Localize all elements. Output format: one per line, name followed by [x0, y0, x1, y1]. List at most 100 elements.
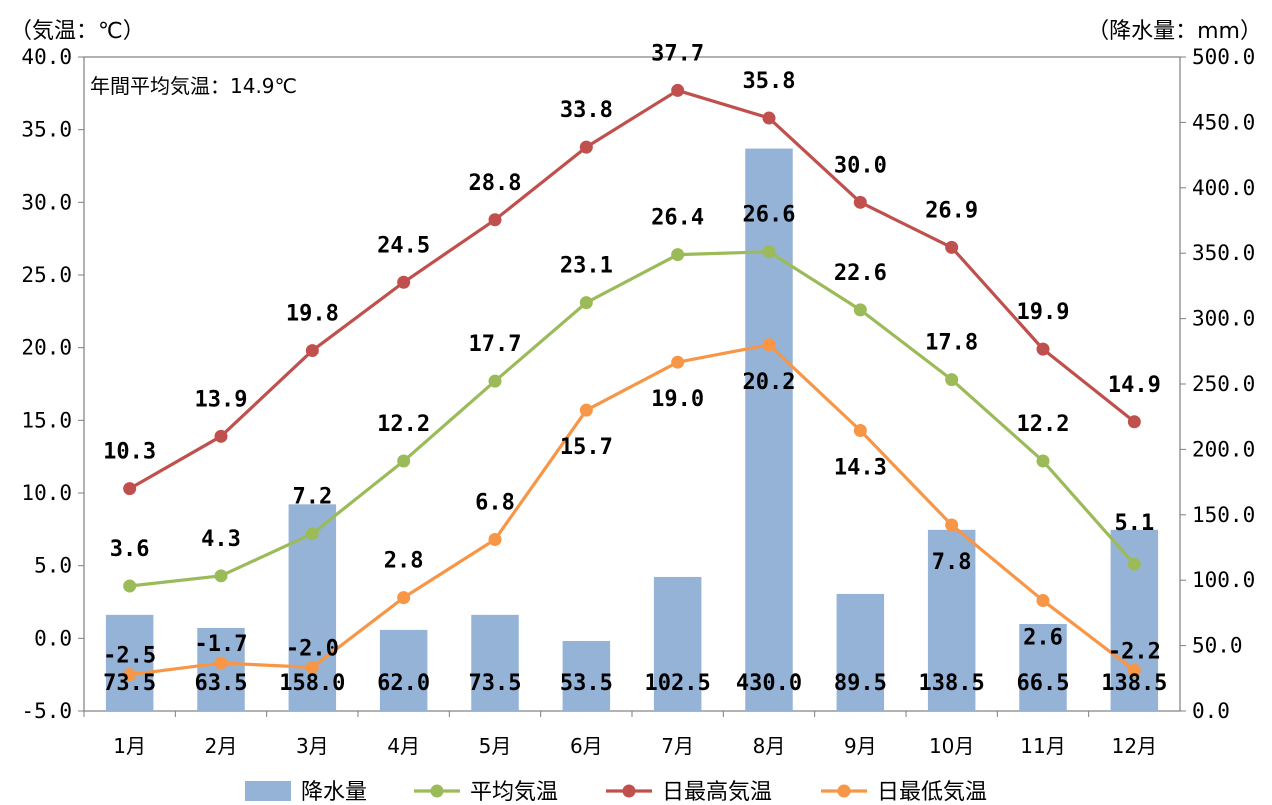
low-temp-data-label: 7.8	[932, 550, 972, 575]
high-temp-data-label: 28.8	[469, 171, 522, 196]
right-tick-label: 0.0	[1192, 699, 1230, 723]
right-tick-label: 200.0	[1192, 437, 1255, 461]
left-tick-label: 5.0	[34, 554, 72, 578]
right-tick-label: 150.0	[1192, 503, 1255, 527]
precip-data-label: 138.5	[1101, 671, 1167, 696]
avg-temp-point	[214, 569, 228, 583]
avg-temp-point	[305, 527, 319, 541]
avg-temp-data-label: 4.3	[201, 527, 241, 552]
low-temp-data-label: 6.8	[475, 491, 515, 516]
x-tick-label: 4月	[387, 734, 420, 758]
left-tick-label: 20.0	[21, 336, 72, 360]
low-temp-data-label: 2.8	[384, 549, 424, 574]
high-temp-point	[1036, 342, 1050, 356]
low-temp-data-label: 19.0	[651, 387, 704, 412]
avg-temp-data-label: 7.2	[292, 485, 332, 510]
low-temp-data-label: 2.6	[1023, 626, 1063, 651]
avg-temp-point	[488, 374, 502, 388]
high-temp-data-label: 13.9	[195, 387, 248, 412]
legend-swatch-marker	[430, 784, 444, 798]
avg-temp-point	[853, 303, 867, 317]
right-tick-label: 100.0	[1192, 568, 1255, 592]
legend-swatch-bar	[245, 781, 291, 801]
precip-bar	[562, 641, 611, 711]
low-temp-data-label: 15.7	[560, 435, 613, 460]
low-temp-point	[1127, 663, 1141, 677]
legend: 降水量 平均気温 日最高気温 日最低気温	[245, 780, 987, 805]
legend-entry-label: 平均気温	[470, 780, 558, 805]
avg-temp-point	[945, 373, 959, 387]
high-temp-data-label: 37.7	[651, 41, 704, 66]
low-temp-data-label: -1.7	[195, 632, 248, 657]
low-temp-line	[129, 343, 1136, 677]
legend-entry-label: 日最高気温	[662, 780, 772, 805]
high-temp-point	[214, 429, 228, 443]
right-axis-label: （降水量：mm）	[1087, 19, 1262, 44]
avg-temp-data-label: 23.1	[560, 254, 613, 279]
right-tick-label: 50.0	[1192, 634, 1243, 658]
avg-temp-point	[1127, 557, 1141, 571]
annual-average-note: 年間平均気温：14.9℃	[90, 74, 297, 98]
left-tick-label: 35.0	[21, 118, 72, 142]
high-temp-point	[123, 482, 137, 496]
plot-area: -5.0 0.0 5.0 10.0 15.0 20.0 25.0 30.0 35.0 40.0 0.…	[21, 41, 1255, 758]
precip-data-label: 138.5	[919, 671, 985, 696]
precip-bar	[653, 576, 702, 711]
low-temp-point	[579, 403, 593, 417]
precip-data-label: 63.5	[195, 671, 248, 696]
high-temp-data-label: 30.0	[834, 153, 887, 178]
left-tick-label: 25.0	[21, 263, 72, 287]
right-tick-label: 350.0	[1192, 241, 1255, 265]
high-temp-data-label: 26.9	[925, 198, 978, 223]
left-tick-label: -5.0	[21, 699, 72, 723]
precip-data-label: 73.5	[469, 671, 522, 696]
avg-temp-data-label: 5.1	[1114, 511, 1154, 536]
high-temp-data-label: 19.8	[286, 302, 339, 327]
low-temp-data-label: 14.3	[834, 456, 887, 481]
avg-temp-point	[1036, 454, 1050, 468]
x-tick-label: 6月	[570, 734, 603, 758]
legend-swatch-marker	[837, 784, 851, 798]
high-temp-point	[945, 240, 959, 254]
precip-bar	[1019, 624, 1067, 711]
x-tick-label: 5月	[479, 734, 512, 758]
left-axis-label: （気温：℃）	[10, 19, 145, 44]
x-tick-label: 8月	[753, 734, 786, 758]
low-temp-point	[853, 424, 867, 438]
left-tick-label: 40.0	[21, 45, 72, 69]
avg-temp-point	[671, 248, 685, 262]
high-temp-data-label: 24.5	[377, 233, 430, 258]
right-tick-label: 250.0	[1192, 372, 1255, 396]
high-temp-data-label: 35.8	[743, 69, 796, 94]
precip-data-label: 102.5	[645, 671, 711, 696]
low-temp-data-label: 20.2	[743, 370, 796, 395]
right-tick-label: 400.0	[1192, 176, 1255, 200]
x-tick-label: 11月	[1020, 734, 1065, 758]
low-temp-point	[945, 518, 959, 532]
left-tick-label: 0.0	[34, 626, 72, 650]
avg-temp-data-label: 26.6	[743, 203, 796, 228]
right-tick-label: 300.0	[1192, 307, 1255, 331]
high-temp-data-label: 10.3	[103, 440, 156, 465]
precip-bar	[379, 629, 428, 711]
precip-data-label: 73.5	[103, 671, 156, 696]
high-temp-data-label: 33.8	[560, 98, 613, 123]
precip-data-label: 66.5	[1017, 671, 1070, 696]
left-tick-label: 30.0	[21, 190, 72, 214]
high-temp-line	[128, 88, 1136, 491]
high-temp-data-label: 14.9	[1108, 373, 1161, 398]
avg-temp-data-label: 12.2	[377, 412, 430, 437]
precip-data-label: 430.0	[736, 671, 802, 696]
precip-data-label: 158.0	[279, 671, 345, 696]
avg-temp-point	[397, 454, 411, 468]
avg-temp-data-label: 17.7	[469, 332, 522, 357]
avg-temp-line	[129, 250, 1136, 588]
low-temp-point	[397, 591, 411, 605]
avg-temp-point	[123, 579, 137, 593]
precip-bar	[745, 148, 793, 711]
low-temp-point	[488, 533, 502, 547]
low-temp-point	[305, 660, 319, 674]
avg-temp-point	[579, 296, 593, 310]
low-temp-point	[214, 656, 228, 670]
